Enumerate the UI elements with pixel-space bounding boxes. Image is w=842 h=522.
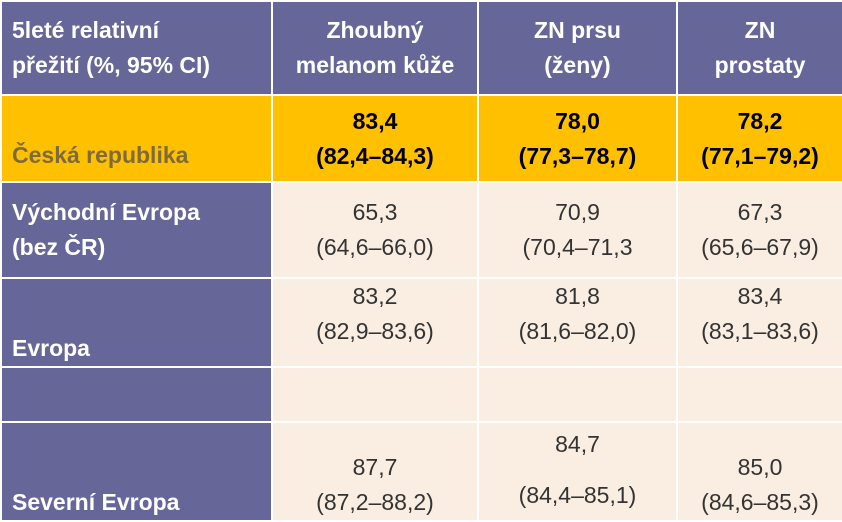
cell-interval: (77,3–78,7) xyxy=(518,142,637,169)
cell-interval: (70,4–71,3 xyxy=(522,234,633,260)
table-row-northern-europe: Severní Evropa 87,7 (87,2–88,2) 84,7 (84… xyxy=(0,421,842,522)
cell-interval: (64,6–66,0) xyxy=(316,234,434,260)
cell-interval: (87,2–88,2) xyxy=(316,489,434,515)
table-cell: 81,8 (81,6–82,0) xyxy=(477,277,678,368)
cell-value: 78,0 xyxy=(555,107,600,134)
cell-value: 81,8 xyxy=(555,283,600,309)
row-label-line: (bez ČR) xyxy=(12,234,106,260)
table-cell: 67,3 (65,6–67,9) xyxy=(676,181,842,279)
header-label-line: 5leté relativní xyxy=(12,17,160,43)
column-header-melanoma: Zhoubný melanom kůže xyxy=(271,0,479,96)
cell-interval: (82,9–83,6) xyxy=(316,318,434,344)
column-header-line: ZN prsu xyxy=(534,17,621,43)
table-row-europe: Evropa 83,2 (82,9–83,6) 81,8 (81,6–82,0)… xyxy=(0,277,842,368)
table-cell: 65,3 (64,6–66,0) xyxy=(271,181,479,279)
cell-interval: (77,1–79,2) xyxy=(701,142,819,169)
cell-interval: (84,4–85,1) xyxy=(518,482,637,508)
table-cell: 87,7 (87,2–88,2) xyxy=(271,421,479,522)
row-label-czech-republic: Česká republika xyxy=(0,94,273,183)
cell-value: 83,4 xyxy=(737,283,783,309)
table-cell: 78,0 (77,3–78,7) xyxy=(477,94,678,183)
cell-value: 78,2 xyxy=(737,107,783,134)
column-header-prostate: ZN prostaty xyxy=(676,0,842,96)
column-header-line: Zhoubný xyxy=(326,17,424,43)
cell-interval: (83,1–83,6) xyxy=(701,318,819,344)
table-cell: 85,0 (84,6–85,3) xyxy=(676,421,842,522)
header-label-line: přežití (%, 95% CI) xyxy=(12,52,211,78)
cell-interval: (84,6–85,3) xyxy=(701,489,819,515)
table-row-eastern-europe: Východní Evropa (bez ČR) 65,3 (64,6–66,0… xyxy=(0,181,842,279)
table-cell: 83,4 (82,4–84,3) xyxy=(271,94,479,183)
cell-interval: (81,6–82,0) xyxy=(518,318,637,344)
table-cell: 83,2 (82,9–83,6) xyxy=(271,277,479,368)
row-label-europe: Evropa xyxy=(0,277,273,368)
cell-interval: (82,4–84,3) xyxy=(316,142,434,169)
table-cell: 84,7 (84,4–85,1) xyxy=(477,421,678,522)
row-label-eastern-europe: Východní Evropa (bez ČR) xyxy=(0,181,273,279)
cell-value: 83,2 xyxy=(352,283,398,309)
cell-value: 85,0 xyxy=(737,454,783,480)
cell-value: 65,3 xyxy=(352,199,398,225)
cell-interval: (65,6–67,9) xyxy=(701,234,819,260)
table-header-row: 5leté relativní přežití (%, 95% CI) Zhou… xyxy=(0,0,842,96)
table-cell xyxy=(477,366,678,423)
row-label-line: Východní Evropa xyxy=(12,199,200,225)
column-header-line: ZN xyxy=(744,17,776,43)
table-row-empty xyxy=(0,366,842,423)
table-cell xyxy=(271,366,479,423)
header-row-label: 5leté relativní přežití (%, 95% CI) xyxy=(0,0,273,96)
column-header-breast: ZN prsu (ženy) xyxy=(477,0,678,96)
table-cell: 83,4 (83,1–83,6) xyxy=(676,277,842,368)
cell-value: 67,3 xyxy=(737,199,783,225)
cell-value: 83,4 xyxy=(352,107,398,134)
row-label-northern-europe: Severní Evropa xyxy=(0,421,273,522)
table-row-czech-republic: Česká republika 83,4 (82,4–84,3) 78,0 (7… xyxy=(0,94,842,183)
row-label-empty xyxy=(0,366,273,423)
column-header-line: (ženy) xyxy=(544,52,611,78)
cell-value: 87,7 xyxy=(352,454,398,480)
column-header-line: prostaty xyxy=(714,52,806,78)
table-cell: 78,2 (77,1–79,2) xyxy=(676,94,842,183)
table-cell: 70,9 (70,4–71,3 xyxy=(477,181,678,279)
column-header-line: melanom kůže xyxy=(295,52,455,78)
cell-value: 70,9 xyxy=(555,199,600,225)
cell-value: 84,7 xyxy=(555,431,600,457)
table-cell xyxy=(676,366,842,423)
